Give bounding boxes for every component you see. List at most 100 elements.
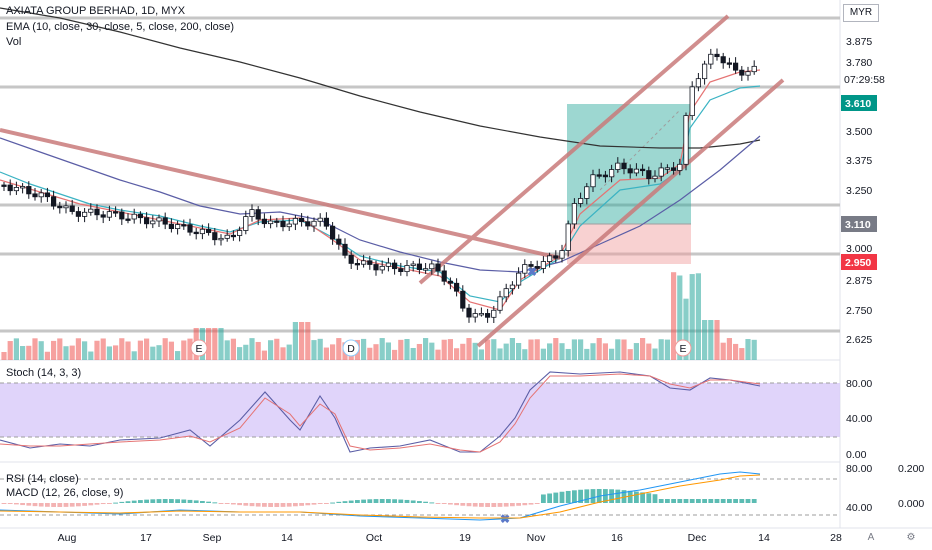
rsi-legend[interactable]: RSI (14, close) [6, 473, 79, 485]
volume-bar [478, 349, 484, 360]
macd-hist-bar [82, 503, 87, 506]
macd-hist-bar [51, 503, 56, 507]
candle-body [590, 174, 596, 188]
candle-body [1, 184, 7, 187]
volume-bar [311, 340, 317, 360]
volume-bar [565, 348, 571, 360]
candle-body [106, 211, 112, 218]
volume-bar [57, 338, 63, 360]
candle-body [199, 228, 205, 235]
volume-bar [485, 339, 491, 360]
volume-bar [243, 344, 249, 360]
candle-body [218, 237, 224, 241]
volume-bar [410, 347, 416, 360]
macd-histogram [1, 489, 757, 507]
candle-body [311, 220, 317, 227]
profit-zone[interactable] [567, 104, 691, 224]
candle-body [274, 220, 280, 223]
candle-body [398, 268, 404, 273]
candle-body [156, 217, 162, 222]
price-tag-bg [841, 254, 877, 270]
stoch-legend[interactable]: Stoch (14, 3, 3) [6, 367, 82, 379]
loss-zone[interactable] [567, 224, 691, 264]
volume-bar [261, 350, 267, 360]
volume-bar [317, 338, 323, 360]
candle-body [516, 272, 522, 286]
candle-body [478, 313, 485, 316]
stoch-axis[interactable]: 80.00 40.00 0.00 [846, 378, 872, 461]
candle-body [131, 213, 137, 220]
candle-body [745, 71, 751, 76]
trendlines[interactable] [0, 14, 785, 348]
volume-bar [578, 339, 584, 360]
volume-bar [187, 338, 193, 360]
macd-hist-bar [615, 489, 621, 503]
volume-bar [454, 348, 460, 360]
candle-body [447, 280, 454, 284]
volume-bar [162, 338, 168, 360]
price-axis[interactable]: 4 3.875 3.780 3.500 3.375 3.250 3.000 2.… [844, 6, 885, 346]
macd-hist-bar [274, 503, 280, 507]
macd-hist-bar [522, 503, 528, 506]
volume-bar [286, 344, 292, 360]
volume-bar [460, 343, 466, 360]
ema-legend[interactable]: EMA (10, close, 30, close, 5, close, 200… [6, 21, 235, 33]
volume-bar [373, 344, 379, 360]
chart-title: AXIATA GROUP BERHAD, 1D, MYX [6, 5, 186, 17]
price-tick: 2.750 [846, 305, 872, 317]
volume-bar [119, 338, 125, 360]
macd-hist-bar [144, 499, 149, 503]
volume-bar [447, 339, 453, 360]
macd-hist-bar [379, 499, 385, 503]
time-axis-label: Sep [202, 532, 222, 544]
time-axis-label: 14 [758, 532, 770, 544]
volume-bar [218, 328, 224, 360]
macd-legend[interactable]: MACD (12, 26, close, 9) [6, 487, 124, 499]
candle-body [615, 162, 621, 170]
macd-hist-bar [76, 503, 81, 507]
rsi-macd-axis[interactable]: 80.00 40.00 0.200 0.000 [846, 463, 924, 514]
stoch-d-line [0, 373, 761, 453]
currency-badge[interactable]: MYR [843, 4, 879, 22]
volume-bar [522, 349, 528, 360]
candle-body [726, 62, 733, 65]
event-markers[interactable]: E D E [190, 339, 692, 357]
candle-body [354, 263, 361, 266]
macd-hist-bar [584, 489, 590, 503]
candle-body [466, 307, 472, 318]
bar-countdown: 07:29:58 [844, 74, 885, 86]
candle-body [82, 211, 88, 217]
time-axis-label: Oct [365, 532, 383, 544]
volume-bar [20, 346, 26, 360]
candle-body [460, 290, 466, 309]
macd-hist-bar [162, 499, 168, 503]
candle-body [261, 218, 268, 225]
candle-body [453, 282, 460, 292]
volume-bar [82, 341, 88, 360]
volume-bar [423, 338, 429, 360]
candle-body [236, 230, 243, 236]
volume-bar [472, 342, 478, 360]
auto-scale-button[interactable]: A [867, 532, 875, 543]
volume-bar [726, 338, 732, 360]
price-tick: 3.875 [846, 36, 872, 48]
volume-bar [323, 347, 329, 360]
candle-body [19, 186, 26, 189]
macd-hist-bar [224, 503, 230, 504]
candle-body [640, 168, 646, 172]
volume-bar [404, 339, 410, 360]
candle-body [150, 220, 156, 225]
volume-bar [175, 351, 181, 360]
stoch-tick: 40.00 [846, 413, 872, 425]
macd-hist-bar [696, 499, 701, 503]
time-axis-label: 16 [611, 532, 623, 544]
candle-body [125, 218, 131, 221]
volume-bar [590, 343, 596, 360]
macd-hist-bar [553, 492, 559, 503]
vol-legend[interactable]: Vol [6, 36, 22, 48]
gear-icon[interactable]: ⚙ [906, 532, 916, 543]
candle-body [621, 162, 627, 170]
volume-bar [150, 346, 156, 360]
volume-bar [13, 338, 19, 360]
